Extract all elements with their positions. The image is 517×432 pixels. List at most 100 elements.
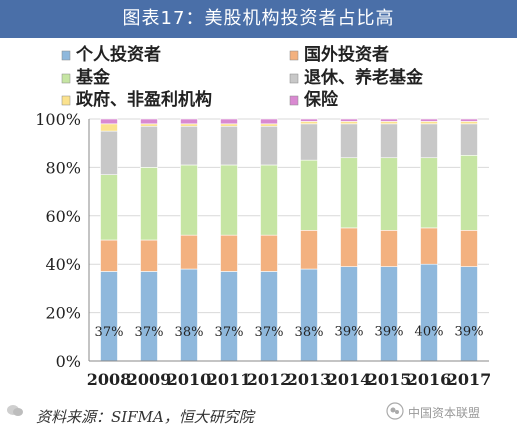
data-label: 38% xyxy=(295,325,324,340)
x-tick-label: 2010 xyxy=(167,370,212,389)
bar-segment xyxy=(260,123,278,127)
bar-segment xyxy=(180,268,198,362)
legend-swatch xyxy=(61,73,71,84)
legend-label: 国外投资者 xyxy=(304,44,389,65)
legend-label: 政府、非盈利机构 xyxy=(76,89,212,110)
y-tick-label: 80% xyxy=(45,158,81,177)
bar-segment xyxy=(220,123,238,127)
bar-segment xyxy=(340,227,358,267)
bar-segment xyxy=(260,118,278,125)
data-label: 39% xyxy=(335,325,364,340)
x-tick-label: 2013 xyxy=(287,370,332,389)
chart-title: 图表17：美股机构投资者占比高 xyxy=(122,8,395,29)
bar-segment xyxy=(260,164,278,236)
bar-segment xyxy=(340,266,358,362)
bar-segment xyxy=(300,230,318,270)
bar-segment xyxy=(140,271,158,362)
bar-segment xyxy=(100,118,118,125)
bar-segment xyxy=(420,118,438,122)
bar-segment xyxy=(380,266,398,362)
bar-segment xyxy=(180,234,198,270)
bar-segment xyxy=(460,230,478,267)
bar-segment xyxy=(180,118,198,125)
bar-segment xyxy=(300,159,318,231)
bar-segment xyxy=(460,266,478,362)
bar-segment xyxy=(300,123,318,161)
legend-swatch xyxy=(289,73,299,84)
data-label: 39% xyxy=(375,325,404,340)
bar-segment xyxy=(220,271,238,362)
bar-segment xyxy=(380,230,398,267)
x-tick-label: 2017 xyxy=(447,370,492,389)
bar-segment xyxy=(420,123,438,159)
legend-swatch xyxy=(289,50,299,61)
wechat-icon xyxy=(7,405,23,416)
bar-segment xyxy=(260,125,278,166)
data-label: 40% xyxy=(415,324,444,339)
y-tick-label: 20% xyxy=(45,304,81,323)
bar-segment xyxy=(300,268,318,362)
data-label: 37% xyxy=(95,325,124,340)
data-label: 39% xyxy=(455,325,484,340)
data-label: 37% xyxy=(135,325,164,340)
data-label: 38% xyxy=(175,325,204,340)
data-label: 37% xyxy=(215,325,244,340)
source-note: 资料来源：SIFMA，恒大研究院 xyxy=(36,408,254,426)
bar-segment xyxy=(100,123,118,132)
bar-segment xyxy=(260,234,278,272)
bar-segment xyxy=(180,125,198,166)
bar-segment xyxy=(460,123,478,156)
y-tick-label: 60% xyxy=(45,207,81,226)
bar-segment xyxy=(340,157,358,229)
bar-segment xyxy=(220,234,238,272)
bar-segment xyxy=(100,239,118,272)
bar-segment xyxy=(380,123,398,159)
bar-segment xyxy=(460,121,478,125)
bar-segment xyxy=(340,123,358,159)
x-tick-label: 2008 xyxy=(87,370,132,389)
x-tick-label: 2009 xyxy=(127,370,172,389)
bar-segment xyxy=(420,263,438,362)
bar-segment xyxy=(140,167,158,241)
wechat-logo-icon xyxy=(386,402,404,420)
bar-segment xyxy=(380,118,398,122)
bar-segment xyxy=(420,121,438,125)
watermark: 中国资本联盟 xyxy=(408,406,481,420)
bar-segment xyxy=(420,157,438,229)
bar-segment xyxy=(300,118,318,122)
bar-segment xyxy=(100,271,118,362)
bar-segment xyxy=(220,164,238,236)
y-tick-label: 40% xyxy=(45,255,81,274)
bar-segment xyxy=(380,121,398,125)
bars: 37% 37% 38% 37% 37% 38% 39% 39% 40% 39% xyxy=(95,118,484,362)
bar-segment xyxy=(140,239,158,272)
y-tick-label: 0% xyxy=(56,352,81,371)
legend-label: 退休、养老基金 xyxy=(304,67,424,88)
bar-segment xyxy=(340,121,358,125)
title-bar: 图表17：美股机构投资者占比高 xyxy=(0,0,517,38)
bar-segment xyxy=(460,155,478,231)
axes: 0%20%40%60%80%100%2008200920102011201220… xyxy=(35,110,491,389)
x-tick-label: 2011 xyxy=(207,370,252,389)
legend-label: 个人投资者 xyxy=(75,44,161,65)
bar-segment xyxy=(300,121,318,125)
bar-segment xyxy=(180,164,198,236)
bar-segment xyxy=(140,123,158,127)
legend-label: 保险 xyxy=(303,89,339,110)
legend-label: 基金 xyxy=(75,67,111,88)
x-tick-label: 2016 xyxy=(407,370,452,389)
bar-segment xyxy=(420,227,438,265)
x-tick-label: 2012 xyxy=(247,370,292,389)
x-tick-label: 2014 xyxy=(327,370,372,389)
bar-segment xyxy=(100,174,118,241)
bar-segment xyxy=(140,118,158,125)
bar-segment xyxy=(460,118,478,122)
bar-segment xyxy=(260,271,278,362)
bar-segment xyxy=(380,157,398,231)
bar-segment xyxy=(220,118,238,125)
y-tick-label: 100% xyxy=(35,110,81,129)
legend-swatch xyxy=(61,95,71,106)
bar-segment xyxy=(140,125,158,168)
